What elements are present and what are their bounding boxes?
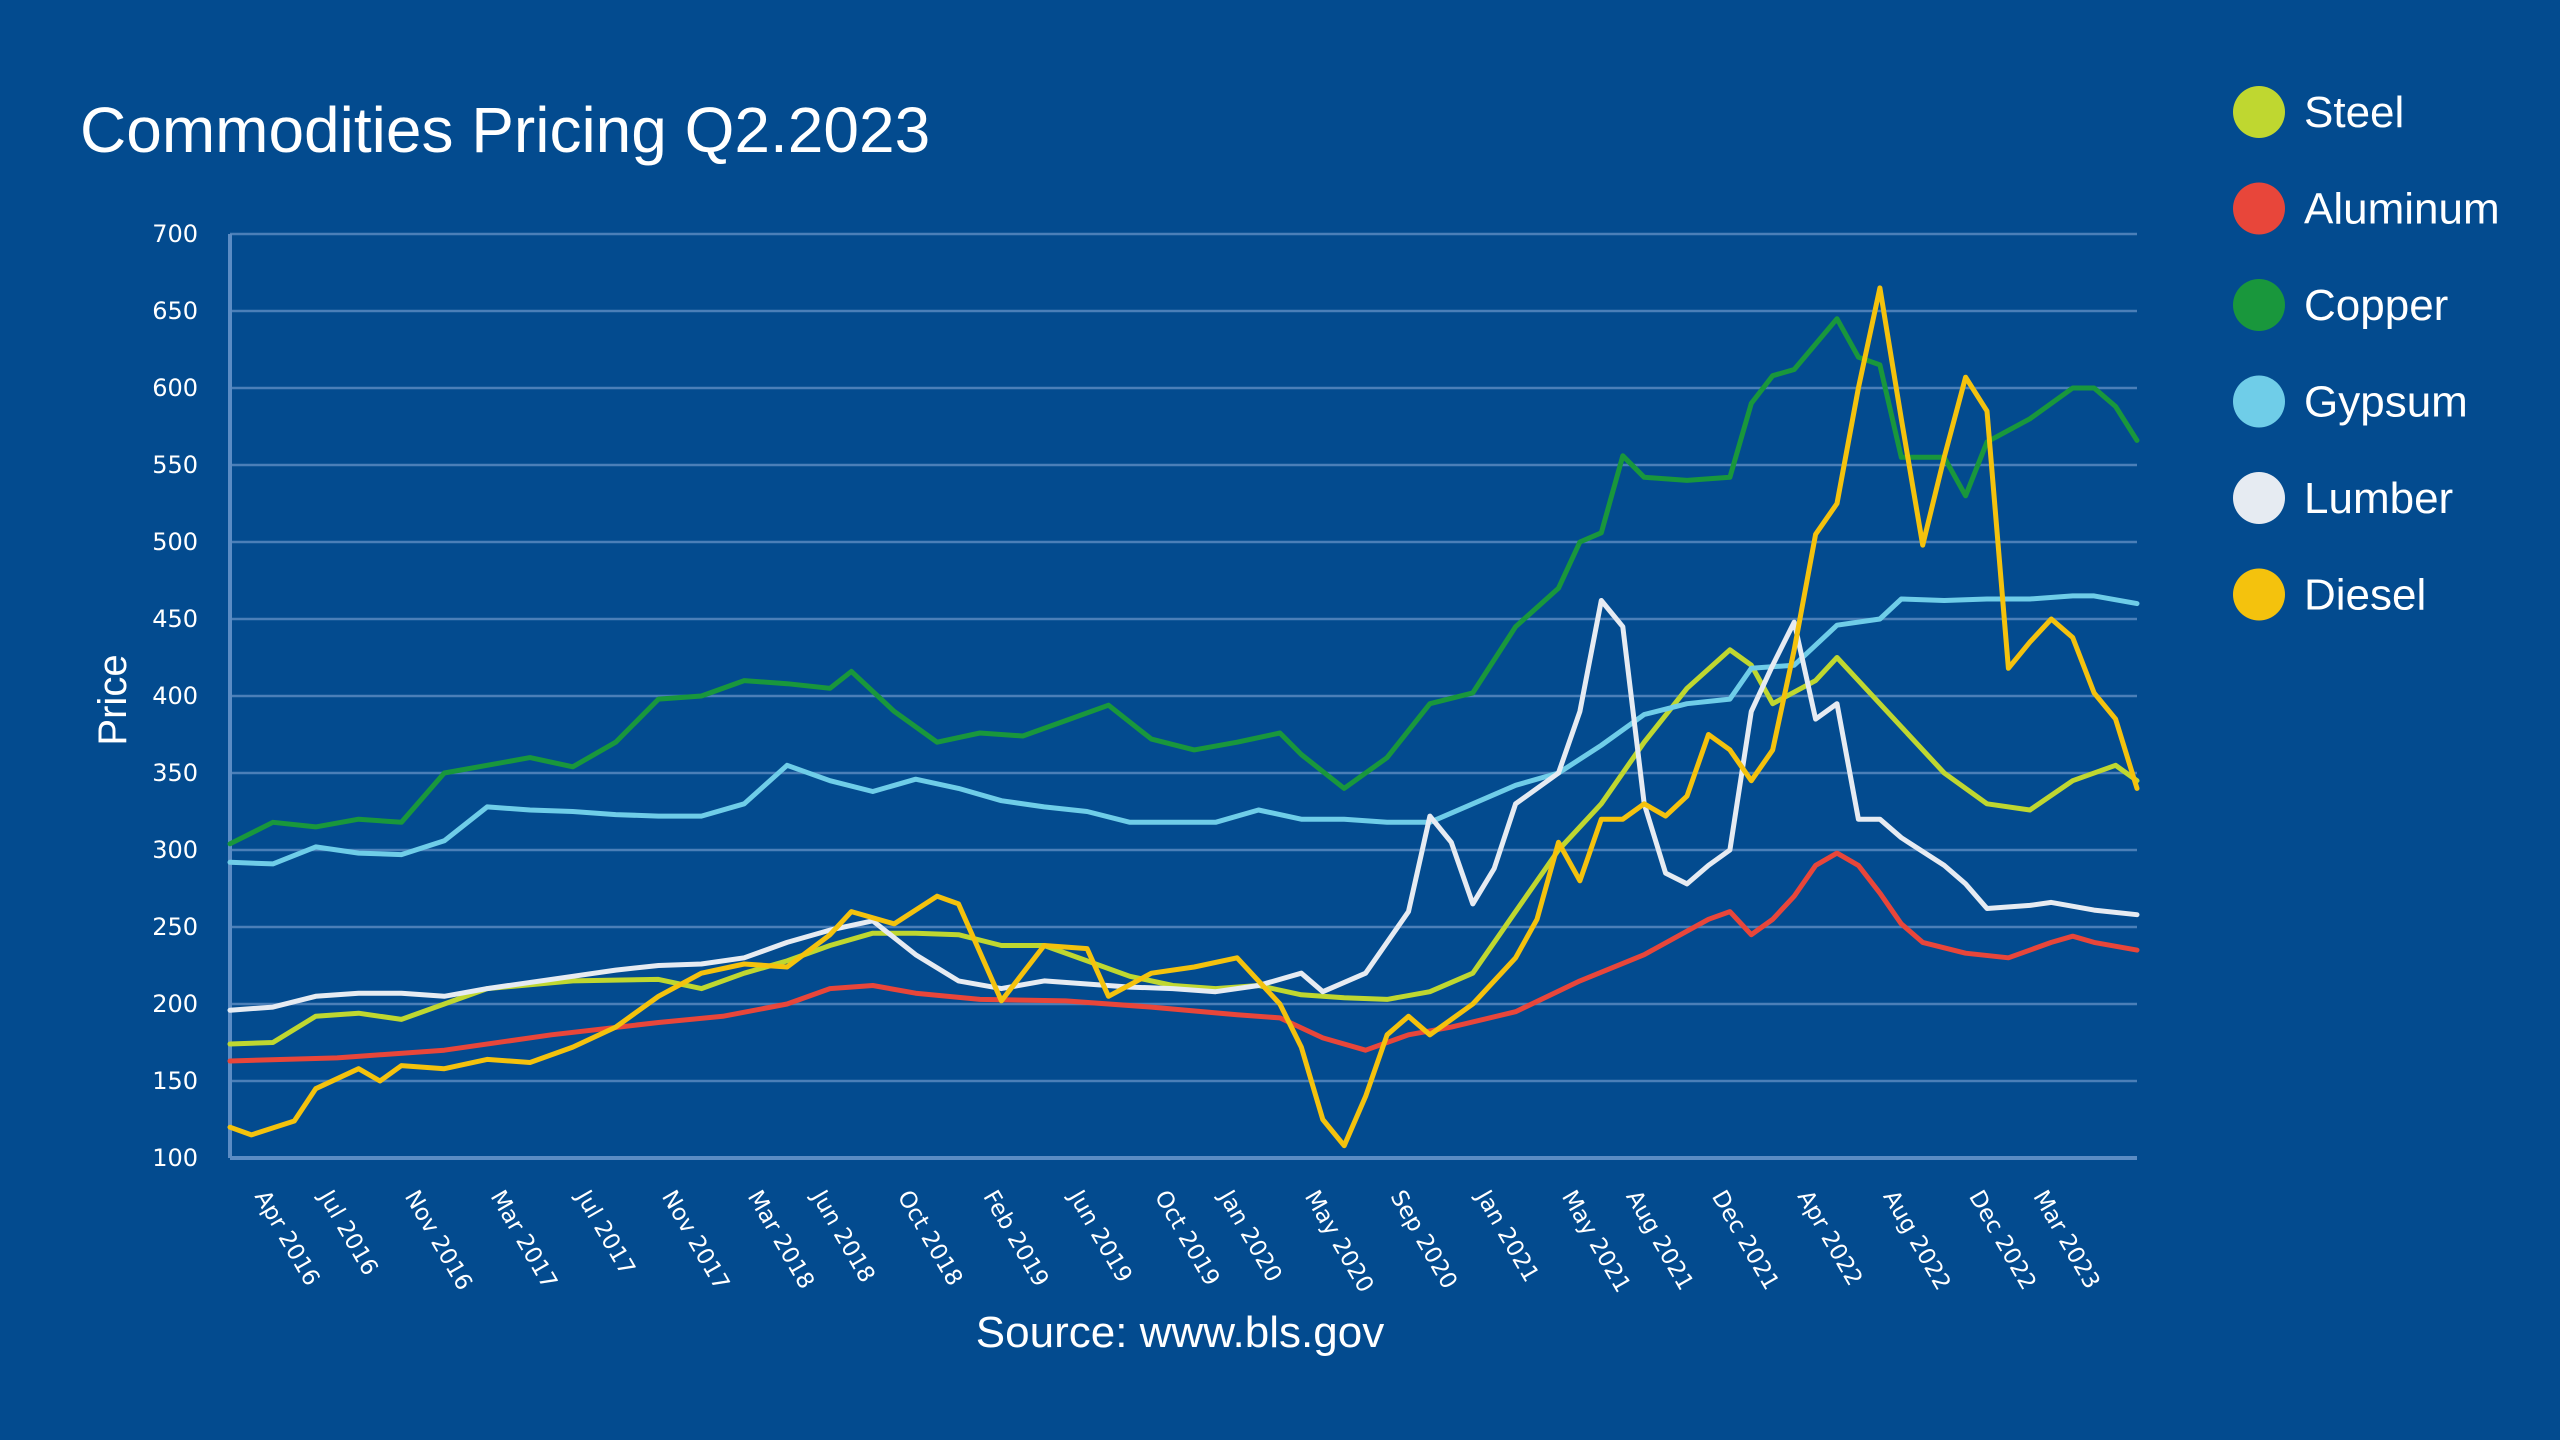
x-tick-label: Aug 2022 — [1878, 1186, 1956, 1295]
y-axis-label: Price — [91, 654, 135, 745]
y-tick-label: 150 — [152, 1067, 198, 1095]
y-tick-label: 600 — [152, 374, 198, 402]
y-tick-label: 500 — [152, 528, 198, 556]
legend-label-gypsum: Gypsum — [2304, 378, 2468, 427]
y-tick-label: 350 — [152, 759, 198, 787]
x-tick-label: Apr 2022 — [1792, 1186, 1867, 1290]
x-tick-label: May 2020 — [1299, 1186, 1378, 1297]
x-tick-label: Mar 2017 — [485, 1186, 562, 1294]
legend-swatch-steel — [2233, 86, 2285, 138]
x-tick-label: Jul 2016 — [312, 1184, 382, 1280]
series-line-aluminum — [227, 850, 2140, 1064]
x-tick-label: Oct 2018 — [892, 1186, 967, 1290]
legend-label-copper: Copper — [2304, 281, 2448, 330]
legend-label-steel: Steel — [2304, 88, 2404, 137]
x-tick-label: Oct 2019 — [1149, 1186, 1224, 1290]
y-tick-label: 550 — [152, 451, 198, 479]
y-tick-label: 200 — [152, 990, 198, 1018]
chart-title: Commodities Pricing Q2.2023 — [80, 94, 930, 166]
y-tick-label: 650 — [152, 297, 198, 325]
x-tick-label: Mar 2018 — [742, 1186, 819, 1294]
y-tick-label: 300 — [152, 836, 198, 864]
legend-label-aluminum: Aluminum — [2304, 185, 2500, 234]
x-tick-label: Dec 2021 — [1706, 1186, 1784, 1295]
y-tick-label: 100 — [152, 1144, 198, 1172]
x-tick-label: Nov 2017 — [656, 1186, 734, 1295]
legend-swatch-diesel — [2233, 568, 2285, 621]
series-line-gypsum — [227, 593, 2140, 867]
axes — [228, 234, 2137, 1160]
x-tick-label: Feb 2019 — [978, 1186, 1054, 1291]
y-tick-label: 450 — [152, 605, 198, 633]
series-line-steel — [227, 647, 2140, 1047]
source-note: Source: www.bls.gov — [976, 1308, 1384, 1357]
x-tick-label: Dec 2022 — [1963, 1186, 2041, 1295]
x-tick-label: Jul 2017 — [569, 1184, 639, 1280]
legend-swatch-copper — [2233, 279, 2285, 331]
series-line-copper — [227, 316, 2140, 847]
x-tick-label: Jan 2020 — [1212, 1184, 1286, 1286]
legend-label-lumber: Lumber — [2304, 474, 2453, 523]
x-tick-label: Apr 2016 — [249, 1186, 324, 1290]
legend: Steel Aluminum Copper Gypsum Lumber Diesel — [2233, 86, 2500, 621]
series-line-diesel — [227, 285, 2140, 1149]
y-tick-label: 250 — [152, 913, 198, 941]
y-tick-label: 700 — [152, 220, 198, 248]
legend-swatch-lumber — [2233, 472, 2285, 524]
series-lines — [227, 285, 2140, 1149]
y-axis-ticks: 100 150 200 250 300 350 400 450 500 550 600 650 700 — [152, 220, 198, 1172]
gridlines — [230, 232, 2137, 1083]
x-tick-label: Jun 2019 — [1062, 1184, 1136, 1287]
x-tick-label: Jun 2018 — [805, 1184, 879, 1287]
y-tick-label: 400 — [152, 682, 198, 710]
x-tick-label: Sep 2020 — [1385, 1186, 1462, 1294]
legend-swatch-gypsum — [2233, 375, 2285, 428]
series-line-lumber — [227, 598, 2140, 1013]
x-tick-label: Nov 2016 — [399, 1186, 477, 1295]
x-tick-label: Jan 2021 — [1469, 1184, 1543, 1286]
legend-label-diesel: Diesel — [2304, 571, 2426, 620]
legend-swatch-aluminum — [2233, 182, 2285, 235]
